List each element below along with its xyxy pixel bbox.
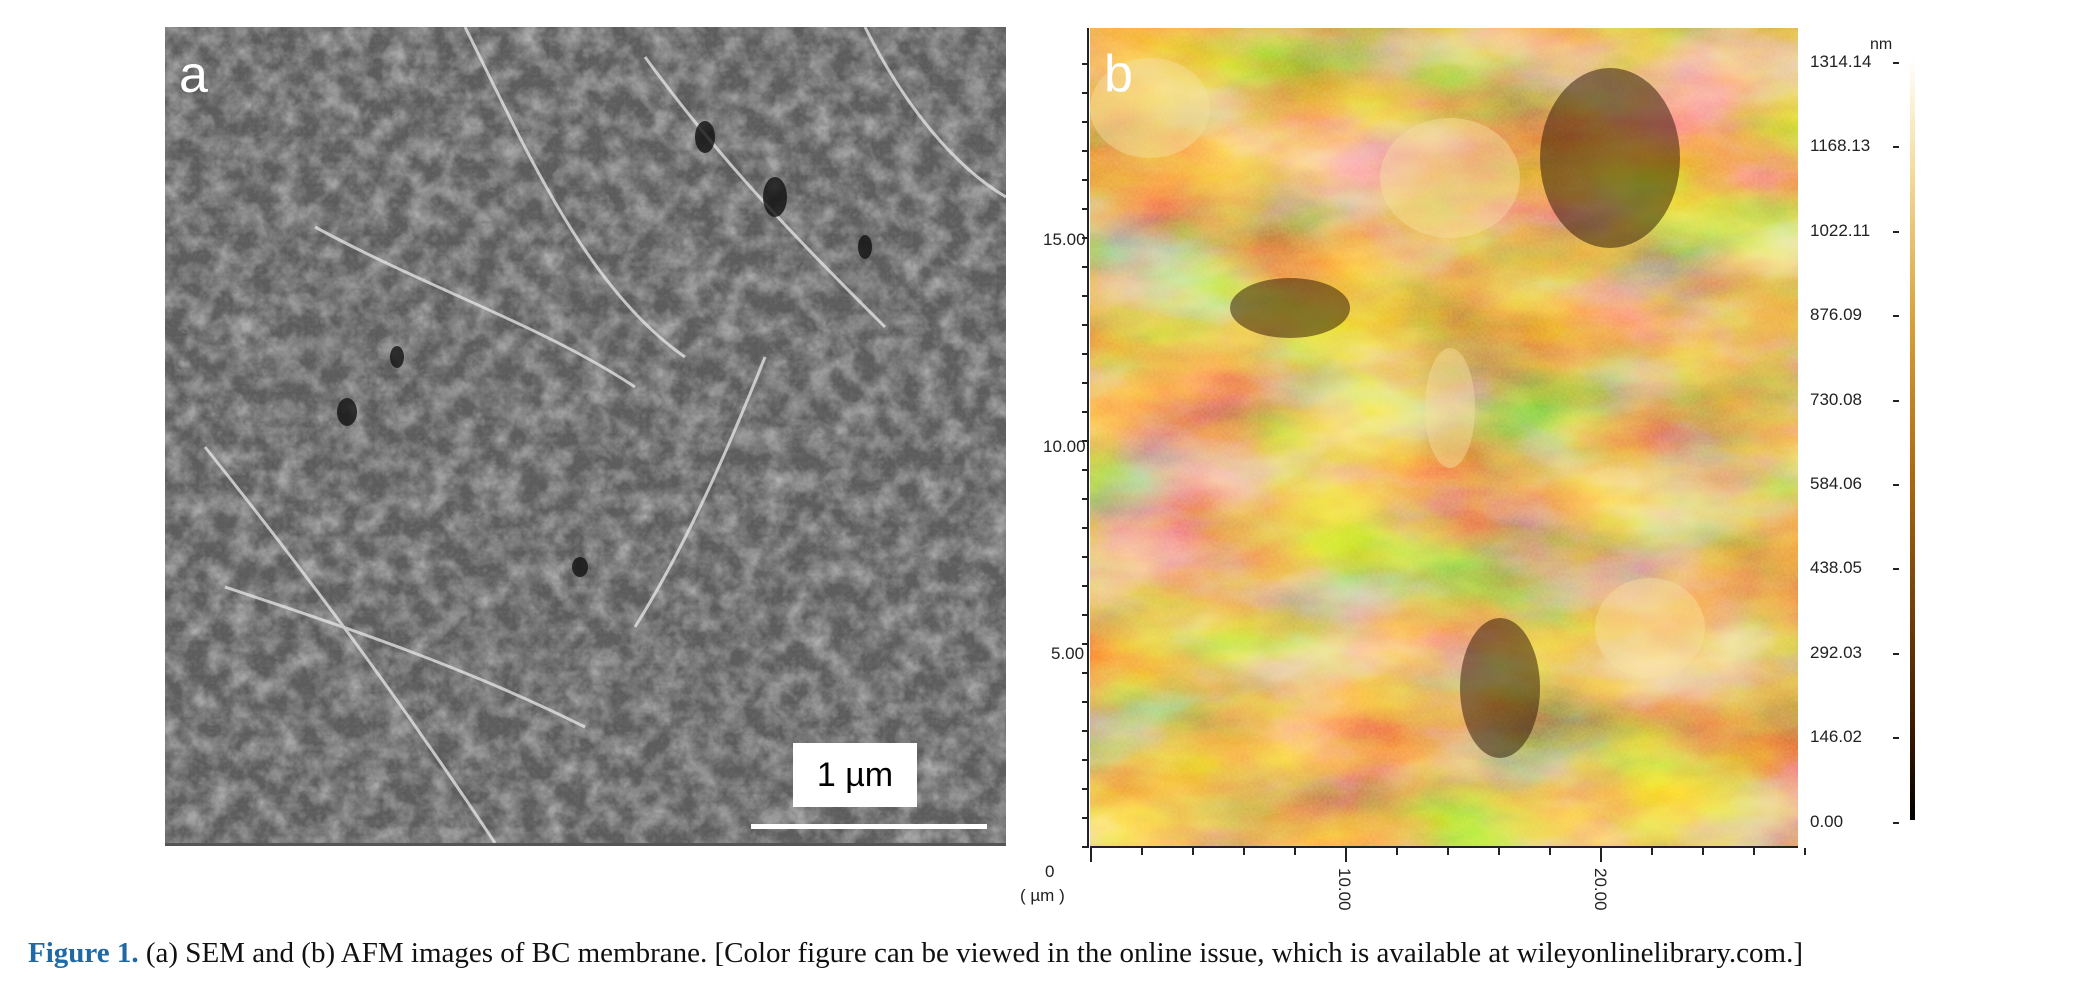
caption-text: (a) SEM and (b) AFM images of BC membran… (138, 937, 1804, 969)
x-tick-mark (1702, 848, 1704, 855)
colorbar-label: 584.06 (1810, 474, 1862, 493)
y-tick-mark (1082, 92, 1088, 94)
colorbar-unit: nm (1870, 36, 1893, 53)
x-tick-mark (1192, 848, 1194, 855)
sem-image-panel: a 1 µm (165, 27, 1006, 843)
afm-y-tick-5: 5.00 (1051, 644, 1085, 663)
panel-a-label: a (179, 46, 208, 104)
colorbar-label: 146.02 (1810, 727, 1862, 747)
colorbar-label: 1314.14 (1810, 52, 1872, 71)
afm-origin-label: 0 (1045, 862, 1055, 881)
colorbar-label: 1022.11 (1810, 220, 1871, 240)
colorbar-label: 0.00 (1810, 811, 1844, 831)
y-tick-mark (1082, 759, 1088, 761)
colorbar-tick (1893, 821, 1899, 824)
y-tick-mark (1082, 498, 1088, 500)
colorbar-tick (1893, 484, 1899, 486)
sem-texture (165, 27, 1006, 843)
y-tick-mark (1082, 150, 1088, 152)
y-tick-mark (1082, 353, 1088, 355)
y-tick-mark (1082, 237, 1088, 239)
x-tick-mark (1345, 848, 1347, 862)
afm-image-panel: b (1090, 28, 1798, 846)
afm-y-tick-10: 10.00 (1043, 437, 1086, 456)
afm-y-axis (1087, 28, 1089, 848)
afm-unit-label: ( µm ) (1020, 886, 1065, 905)
colorbar-tick (1893, 230, 1899, 233)
y-tick-mark (1082, 701, 1088, 703)
height-colorbar (1910, 58, 1915, 820)
y-tick-mark (1082, 208, 1088, 210)
y-tick-mark (1082, 672, 1088, 674)
x-tick-mark (1396, 848, 1398, 855)
y-tick-mark (1082, 846, 1088, 848)
colorbar-tick (1893, 146, 1899, 149)
scale-bar (751, 824, 987, 829)
y-tick-mark (1082, 527, 1088, 529)
colorbar-tick (1893, 652, 1899, 655)
sem-bottom-border (165, 843, 1006, 846)
panel-b-label: b (1104, 45, 1133, 103)
afm-y-tick-15: 15.00 (1043, 230, 1086, 249)
colorbar-label: 1168.13 (1810, 136, 1871, 156)
y-tick-mark (1082, 614, 1088, 616)
colorbar-tick (1893, 568, 1899, 571)
y-tick-mark (1082, 730, 1088, 732)
x-tick-mark (1294, 848, 1296, 855)
y-tick-mark (1082, 556, 1088, 558)
colorbar-tick (1893, 399, 1899, 402)
colorbar-tick (1893, 737, 1899, 740)
x-tick-mark (1804, 848, 1806, 855)
y-tick-mark (1082, 585, 1088, 587)
afm-texture (1090, 28, 1798, 846)
y-tick-mark (1082, 324, 1088, 326)
y-tick-mark (1082, 266, 1088, 268)
colorbar-tick (1893, 62, 1899, 64)
y-tick-mark (1082, 179, 1088, 181)
colorbar-label: 292.03 (1810, 642, 1862, 662)
colorbar-label: 438.05 (1810, 558, 1862, 578)
y-tick-mark (1082, 411, 1088, 413)
figure-caption: Figure 1. (a) SEM and (b) AFM images of … (28, 937, 2068, 970)
y-tick-mark (1082, 440, 1088, 442)
x-tick-mark (1141, 848, 1143, 855)
afm-x-tick-20: 20.00 (1591, 868, 1610, 911)
x-tick-mark (1600, 848, 1602, 862)
figure-label: Figure 1. (28, 937, 139, 969)
colorbar-label: 730.08 (1810, 389, 1862, 409)
colorbar-label: 876.09 (1810, 305, 1862, 325)
x-tick-mark (1447, 848, 1449, 855)
colorbar-tick (1893, 315, 1899, 318)
x-tick-mark (1498, 848, 1500, 855)
afm-x-axis (1090, 846, 1798, 848)
y-tick-mark (1082, 643, 1088, 645)
y-tick-mark (1082, 817, 1088, 819)
y-tick-mark (1082, 469, 1088, 471)
afm-x-tick-10: 10.00 (1335, 868, 1354, 911)
y-tick-mark (1082, 63, 1088, 65)
x-tick-mark (1753, 848, 1755, 855)
y-tick-mark (1082, 121, 1088, 123)
x-tick-mark (1549, 848, 1551, 855)
x-tick-mark (1243, 848, 1245, 855)
y-tick-mark (1082, 382, 1088, 384)
x-tick-mark (1090, 848, 1092, 862)
y-tick-mark (1082, 788, 1088, 790)
y-tick-mark (1082, 295, 1088, 297)
x-tick-mark (1651, 848, 1653, 855)
scale-bar-label: 1 µm (793, 743, 917, 807)
